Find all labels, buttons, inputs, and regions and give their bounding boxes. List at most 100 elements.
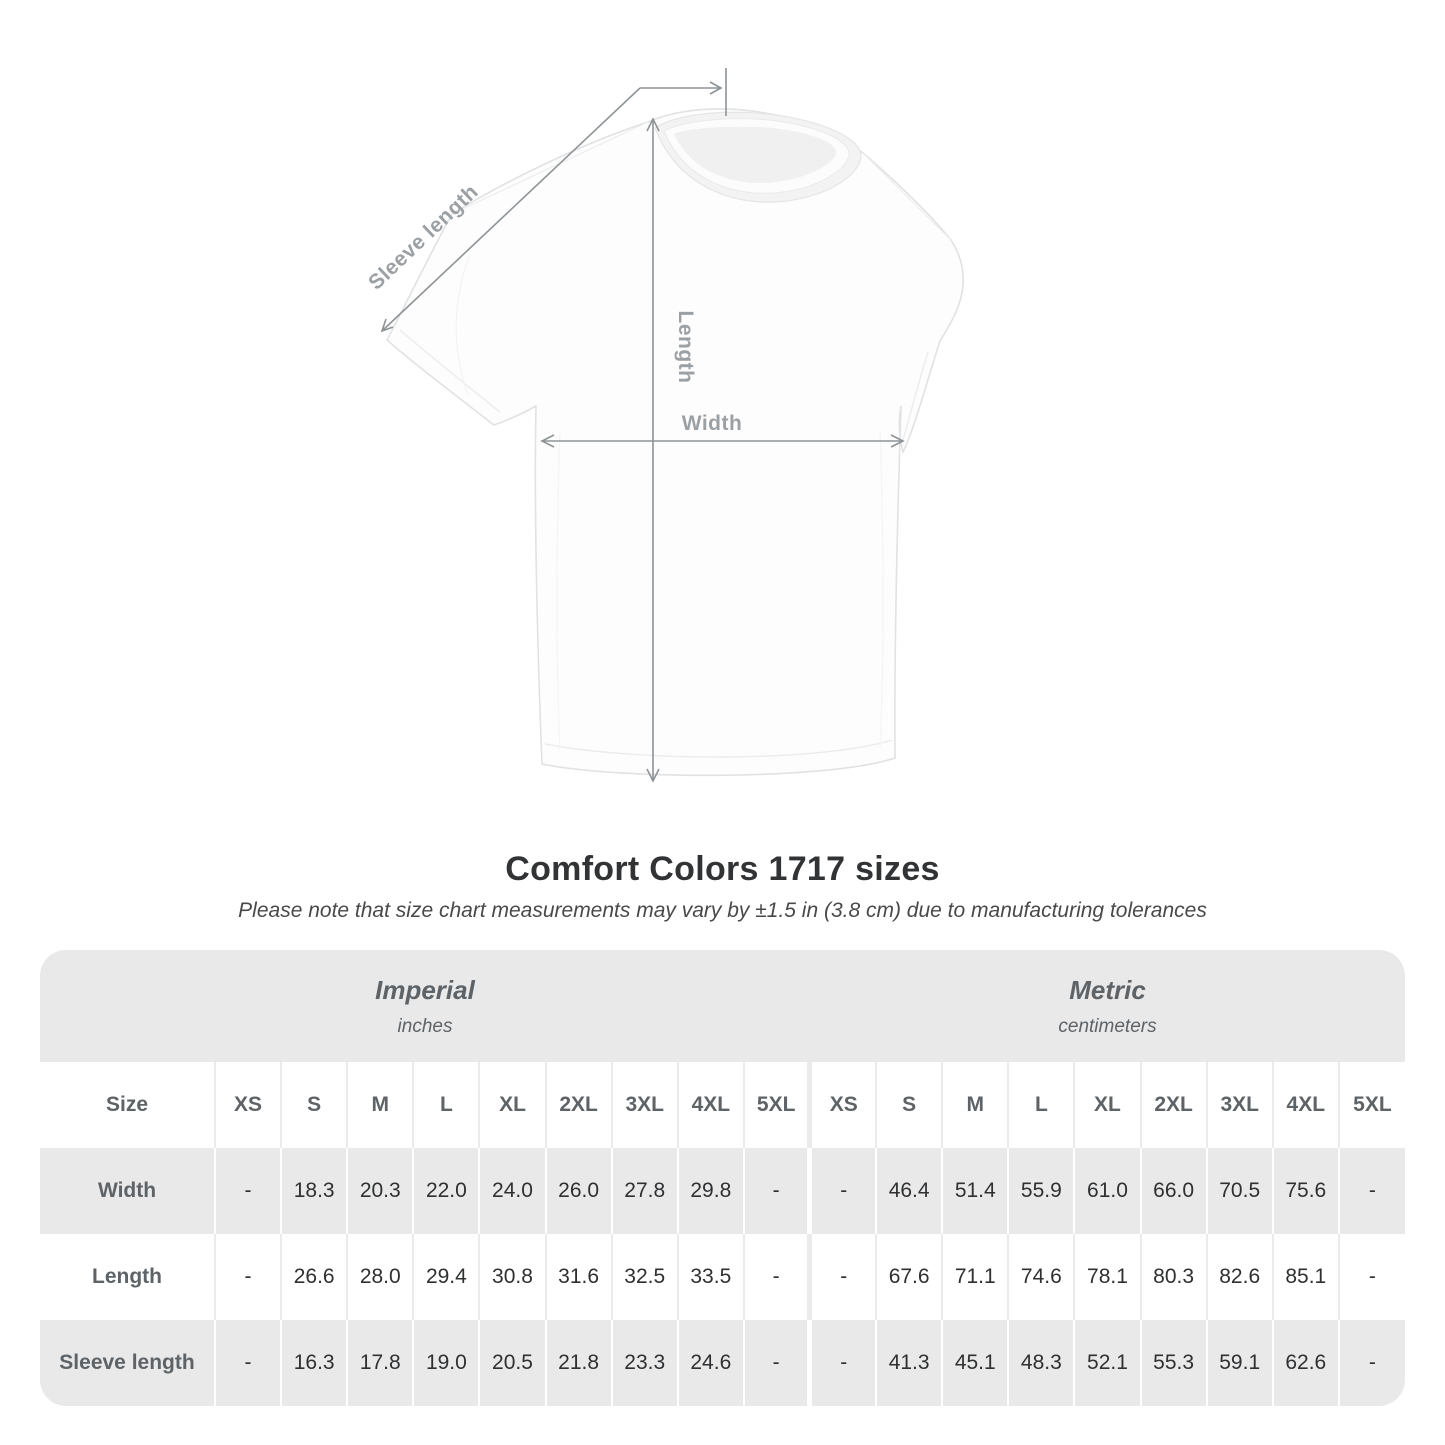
cell: 82.6 [1205, 1234, 1273, 1320]
length-arrowhead-bottom [646, 768, 660, 783]
size-header-metric-2xl: 2XL [1139, 1062, 1207, 1148]
cell: - [1337, 1320, 1405, 1406]
size-header-metric-3xl: 3XL [1205, 1062, 1273, 1148]
cell: - [807, 1320, 877, 1406]
size-header-metric-xs: XS [807, 1062, 877, 1148]
measurement-arrows [380, 68, 905, 783]
sleeve-arrow-diagonal [381, 87, 641, 332]
metric-unit-label: centimeters [1058, 1015, 1157, 1037]
size-header-imperial-3xl: 3XL [610, 1062, 678, 1148]
cell: 67.6 [875, 1234, 943, 1320]
cell: 41.3 [875, 1320, 943, 1406]
cell: 30.8 [478, 1234, 546, 1320]
cell: 75.6 [1271, 1148, 1339, 1234]
tshirt-figure: Sleeve length Length Width [364, 68, 964, 783]
width-label: Width [682, 412, 743, 435]
width-row: Width - 18.3 20.3 22.0 24.0 26.0 27.8 29… [40, 1148, 1405, 1234]
imperial-label: Imperial [375, 974, 475, 1005]
cell: 55.9 [1007, 1148, 1075, 1234]
length-label: Length [674, 311, 697, 384]
size-header-imperial-4xl: 4XL [676, 1062, 744, 1148]
imperial-unit-label: inches [397, 1015, 453, 1037]
cell: - [1337, 1234, 1405, 1320]
cell: - [213, 1320, 282, 1406]
row-label-sleeve-length: Sleeve length [40, 1320, 215, 1406]
cell: 61.0 [1073, 1148, 1141, 1234]
width-arrowhead-right [890, 434, 905, 448]
cell: - [213, 1234, 282, 1320]
size-header-imperial-m: M [346, 1062, 414, 1148]
cell: 24.0 [478, 1148, 546, 1234]
cell: 48.3 [1007, 1320, 1075, 1406]
size-header-imperial-2xl: 2XL [544, 1062, 612, 1148]
cell: 28.0 [346, 1234, 414, 1320]
cell: 20.3 [346, 1148, 414, 1234]
cell: - [807, 1234, 877, 1320]
size-header-metric-xl: XL [1073, 1062, 1141, 1148]
cell: - [213, 1148, 282, 1234]
cell: 24.6 [676, 1320, 744, 1406]
cell: 19.0 [412, 1320, 480, 1406]
size-header-metric-m: M [941, 1062, 1009, 1148]
cell: 45.1 [941, 1320, 1009, 1406]
cell: - [742, 1148, 810, 1234]
length-arrowhead-top [646, 117, 660, 132]
size-header-metric-5xl: 5XL [1337, 1062, 1405, 1148]
cell: 26.0 [544, 1148, 612, 1234]
cell: 23.3 [610, 1320, 678, 1406]
imperial-header-cell: Imperial inches [40, 950, 810, 1062]
page-title: Comfort Colors 1717 sizes [505, 850, 940, 888]
cell: - [742, 1234, 810, 1320]
tshirt-shape [386, 108, 964, 777]
cell: - [807, 1148, 877, 1234]
cell: 29.8 [676, 1148, 744, 1234]
cell: 16.3 [280, 1320, 348, 1406]
sleeve-length-row: Sleeve length - 16.3 17.8 19.0 20.5 21.8… [40, 1320, 1405, 1406]
size-header-imperial-l: L [412, 1062, 480, 1148]
cell: 74.6 [1007, 1234, 1075, 1320]
cell: 70.5 [1205, 1148, 1273, 1234]
cell: 20.5 [478, 1320, 546, 1406]
cell: 26.6 [280, 1234, 348, 1320]
size-header-imperial-s: S [280, 1062, 348, 1148]
cell: 33.5 [676, 1234, 744, 1320]
size-header-imperial-5xl: 5XL [742, 1062, 810, 1148]
cell: - [742, 1320, 810, 1406]
cell: 51.4 [941, 1148, 1009, 1234]
cell: 62.6 [1271, 1320, 1339, 1406]
cell: 55.3 [1139, 1320, 1207, 1406]
cell: 31.6 [544, 1234, 612, 1320]
size-column-header: Size [40, 1062, 215, 1148]
cell: 85.1 [1271, 1234, 1339, 1320]
row-label-width: Width [40, 1148, 215, 1234]
size-header-metric-l: L [1007, 1062, 1075, 1148]
width-arrowhead-left [540, 434, 555, 448]
cell: 46.4 [875, 1148, 943, 1234]
cell: 32.5 [610, 1234, 678, 1320]
sleeve-arrowhead-right [709, 81, 723, 95]
tshirt-measurement-diagram: Sleeve length Length Width [364, 68, 964, 783]
size-header-row: Size XS S M L XL 2XL 3XL 4XL 5XL XS S M … [40, 1062, 1405, 1148]
cell: 22.0 [412, 1148, 480, 1234]
unit-header-row: Imperial inches Metric centimeters [40, 950, 1405, 1062]
cell: 27.8 [610, 1148, 678, 1234]
cell: 59.1 [1205, 1320, 1273, 1406]
cell: 78.1 [1073, 1234, 1141, 1320]
metric-label: Metric [1069, 974, 1146, 1005]
cell: 80.3 [1139, 1234, 1207, 1320]
cell: 17.8 [346, 1320, 414, 1406]
cell: 66.0 [1139, 1148, 1207, 1234]
metric-header-cell: Metric centimeters [809, 950, 1405, 1062]
size-header-imperial-xl: XL [478, 1062, 546, 1148]
sleeve-arrowhead-end [380, 318, 394, 333]
cell: - [1337, 1148, 1405, 1234]
cell: 52.1 [1073, 1320, 1141, 1406]
size-header-metric-s: S [875, 1062, 943, 1148]
size-header-metric-4xl: 4XL [1271, 1062, 1339, 1148]
row-label-length: Length [40, 1234, 215, 1320]
page-subtitle: Please note that size chart measurements… [238, 899, 1207, 922]
cell: 21.8 [544, 1320, 612, 1406]
cell: 71.1 [941, 1234, 1009, 1320]
cell: 29.4 [412, 1234, 480, 1320]
cell: 18.3 [280, 1148, 348, 1234]
